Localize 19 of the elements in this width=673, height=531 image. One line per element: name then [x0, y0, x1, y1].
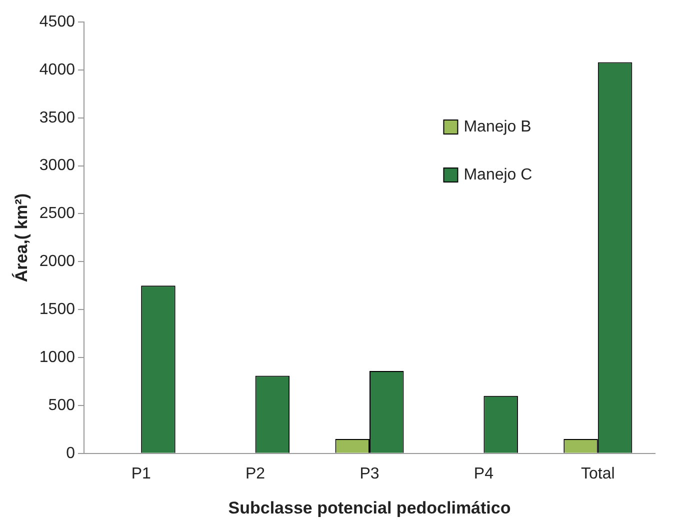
y-tick-label: 3500: [39, 109, 76, 126]
x-tick-label: P4: [474, 465, 494, 482]
y-tick-label: 4500: [39, 13, 76, 30]
x-tick-label: Total: [581, 465, 615, 482]
y-tick-label: 3000: [39, 157, 76, 174]
y-tick-label: 0: [66, 444, 76, 462]
legend-label: Manejo C: [464, 166, 532, 184]
x-tick-label: P2: [246, 465, 266, 482]
y-tick-label: 2000: [39, 253, 76, 270]
y-tick-label: 1500: [39, 301, 76, 318]
y-tick-label: 1000: [39, 348, 76, 366]
x-tick-label: P3: [360, 465, 380, 482]
x-axis-title: Subclasse potencial pedoclimático: [228, 498, 511, 518]
y-tick-label: 4000: [39, 61, 76, 78]
y-axis-title: Área,( km²): [10, 193, 31, 282]
x-tick-label: P1: [131, 465, 151, 482]
y-tick-label: 500: [48, 396, 76, 414]
legend-label: Manejo B: [464, 118, 532, 136]
y-tick-label: 2500: [39, 205, 76, 222]
